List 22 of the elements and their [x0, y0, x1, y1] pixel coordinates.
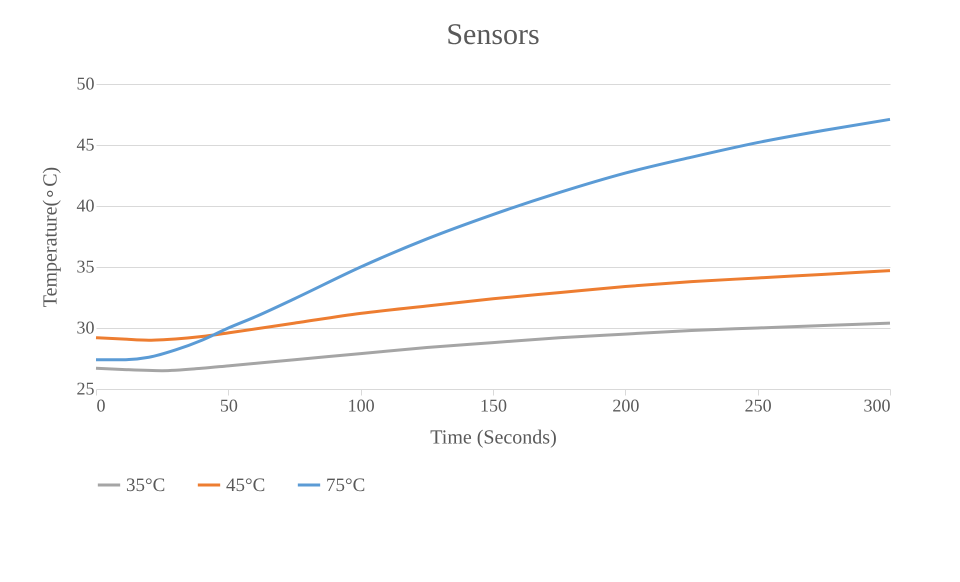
- y-tick-label: 30: [76, 318, 94, 338]
- legend-label: 45°C: [226, 475, 266, 496]
- line-series: [94, 269, 892, 342]
- y-tick-label: 25: [76, 378, 94, 398]
- x-tick-label: 200: [612, 396, 640, 416]
- line-series: [94, 118, 892, 362]
- x-tick-label: 0: [96, 396, 106, 416]
- y-tick-label: 50: [76, 74, 94, 94]
- y-tick-label: 45: [76, 134, 94, 154]
- y-tick-label: 40: [76, 196, 94, 216]
- x-tick-label: 150: [480, 396, 507, 416]
- x-tick-label: 50: [220, 396, 238, 416]
- x-tick-label: 250: [744, 396, 772, 416]
- line-series: [94, 322, 892, 372]
- legend-label: 35°C: [126, 475, 166, 496]
- x-axis-title: Time (Seconds): [430, 426, 557, 448]
- x-tick-label: 100: [348, 396, 375, 416]
- y-tick-label: 35: [76, 256, 94, 276]
- x-tick-label: 300: [864, 396, 890, 416]
- y-axis-title: Temperature(∘C): [40, 166, 62, 308]
- chart-title: Sensors: [446, 18, 540, 51]
- legend-label: 75°C: [326, 475, 366, 496]
